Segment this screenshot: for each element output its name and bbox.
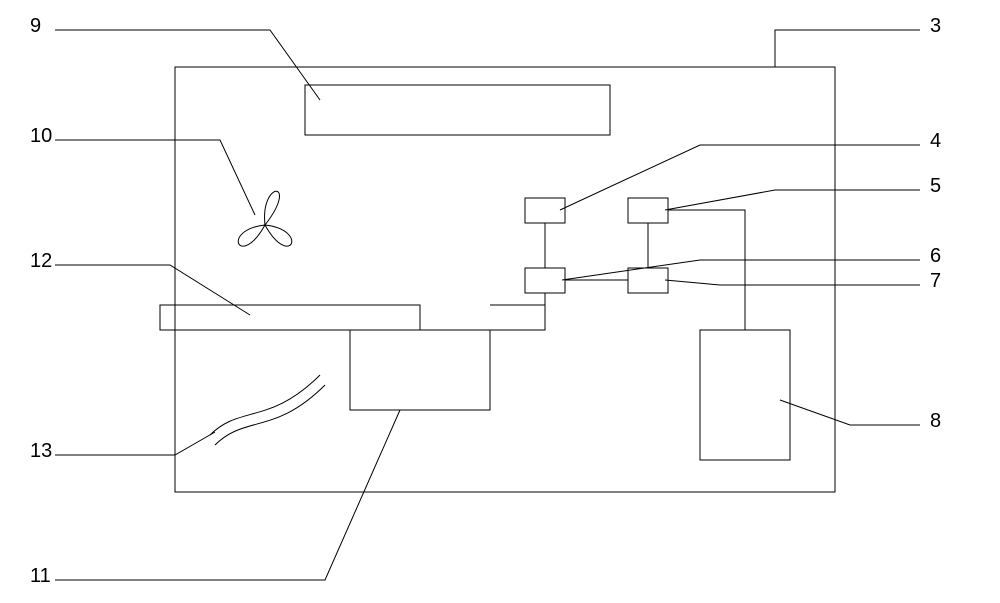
diagram-svg [0, 0, 1000, 603]
label-10: 10 [30, 125, 52, 148]
label-12: 12 [30, 250, 52, 273]
label-4: 4 [930, 130, 941, 153]
label-3: 3 [930, 15, 941, 38]
label-6: 6 [930, 245, 941, 268]
diagram-container: 9 10 12 13 11 3 4 5 67 8 [0, 0, 1000, 603]
label-8: 8 [930, 410, 941, 433]
label-9: 9 [30, 15, 41, 38]
label-5: 5 [930, 175, 941, 198]
label-7: 7 [930, 270, 941, 293]
label-13: 13 [30, 440, 52, 463]
label-11: 11 [30, 565, 51, 588]
